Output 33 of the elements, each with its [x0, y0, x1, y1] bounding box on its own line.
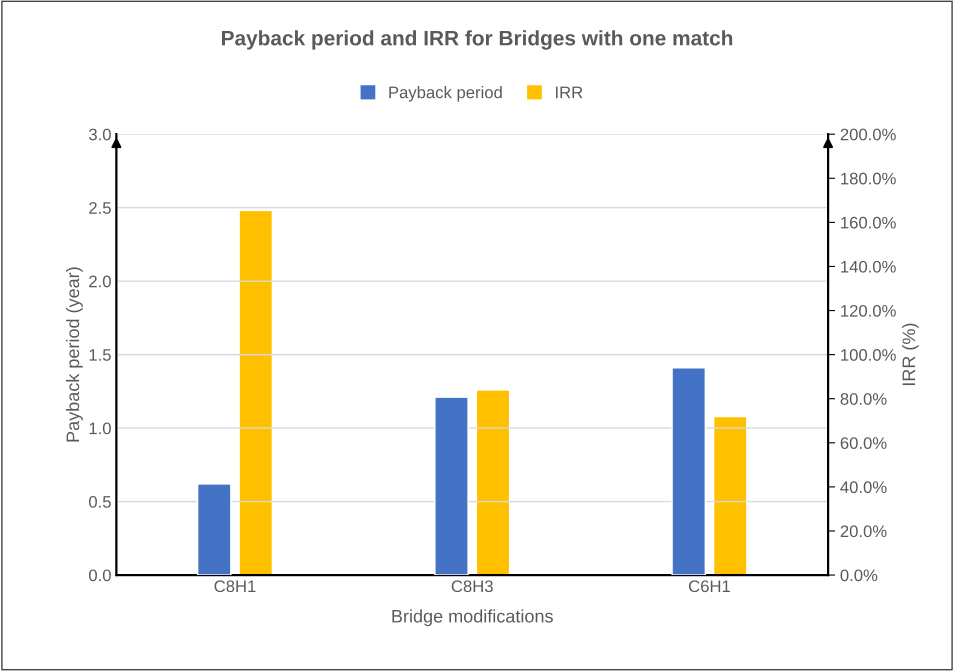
y2-tick-label: 100.0% [841, 349, 896, 361]
y2-tick-label: 20.0% [840, 525, 887, 538]
y2-tick-label: 200.0% [840, 128, 896, 140]
y-tick-label: 0.0 [89, 569, 111, 582]
y2-tick-label: 180.0% [841, 172, 896, 184]
chart-title: Payback period and IRR for Bridges with one match [222, 30, 732, 50]
bar [712, 416, 748, 576]
y2-tick-label: 120.0% [841, 304, 896, 317]
y-tick-label: 1.5 [90, 349, 111, 361]
legend-label: IRR [556, 86, 582, 98]
y-tick-label: 2.5 [89, 202, 111, 214]
y2-tick-label: 60.0% [840, 437, 887, 449]
y2-tick-label: 160.0% [841, 216, 896, 229]
x-tick-label: C8H3 [452, 580, 493, 592]
bar [196, 483, 232, 576]
bar [238, 210, 274, 576]
bar [671, 367, 706, 576]
y-tick-label: 0.5 [89, 496, 111, 508]
x-tick-label: C8H1 [214, 580, 256, 592]
bar [434, 396, 469, 576]
y2-tick-label: 0.0% [840, 569, 878, 582]
bar [476, 389, 510, 576]
y-tick-label: 1.0 [90, 422, 111, 434]
legend-label: Payback period [389, 86, 502, 102]
y2-tick-label: 80.0% [840, 393, 887, 405]
y-axis-title: Payback period (year) [66, 267, 83, 442]
y-tick-label: 3.0 [88, 128, 111, 140]
x-tick-label: C6H1 [689, 580, 730, 592]
y2-tick-label: 40.0% [840, 481, 887, 494]
x-axis-title: Bridge modifications [392, 609, 553, 626]
y2-tick-label: 140.0% [841, 260, 896, 273]
y-tick-label: 2.0 [89, 276, 111, 288]
y2-axis-title: IRR (%) [902, 324, 919, 386]
